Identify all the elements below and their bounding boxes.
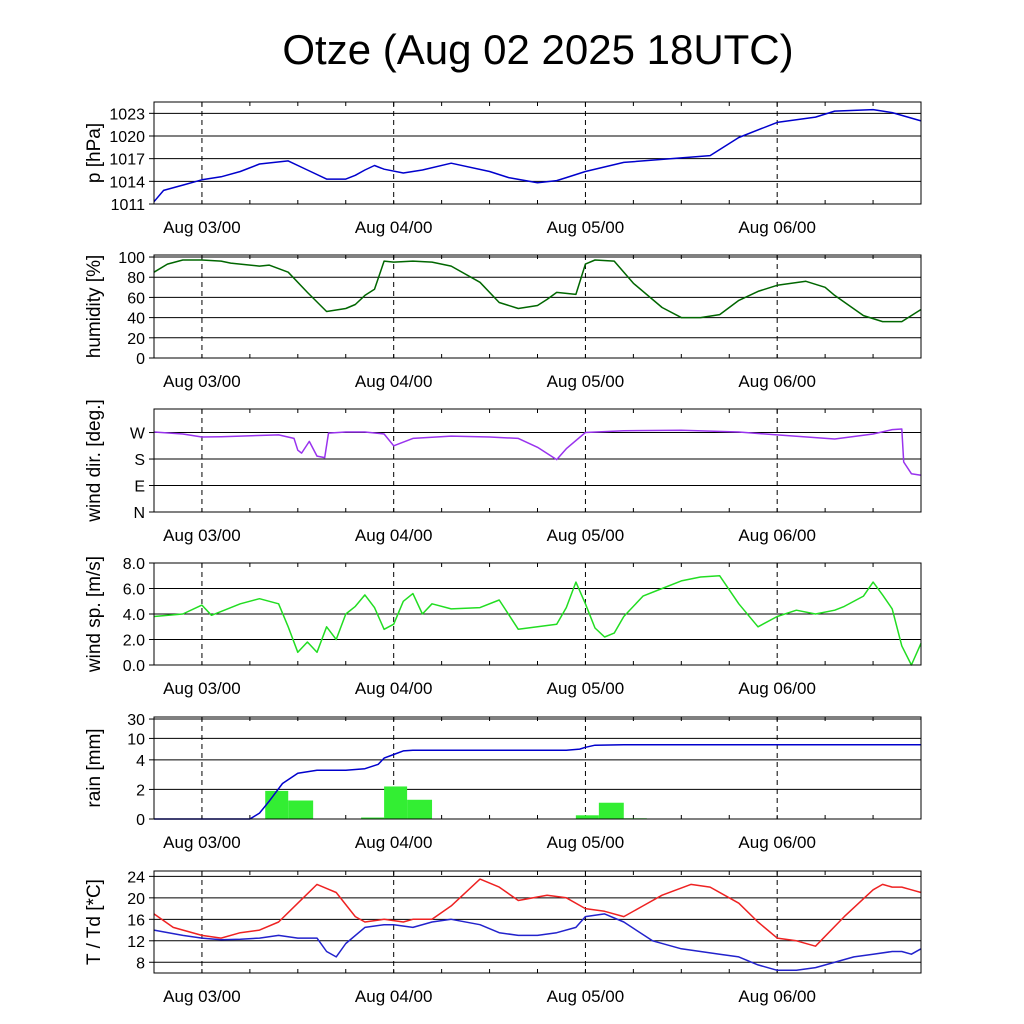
y-tick-label: 4: [136, 753, 145, 770]
x-tick-label: Aug 06/00: [738, 218, 816, 237]
panel-4: 0.0 2.0 4.0 6.0 8.0 wind sp. [m/s] Aug 03/00 Au…: [84, 556, 922, 698]
rain-bar: [407, 799, 433, 819]
x-tick-label: Aug 06/00: [738, 987, 816, 1006]
y-tick-label: 6.0: [123, 582, 145, 599]
y-tick-label: 16: [127, 912, 145, 929]
y-tick-label: 20: [127, 331, 145, 348]
plot-frame: [153, 101, 922, 205]
rain-bar: [288, 800, 314, 819]
x-tick-label: Aug 03/00: [163, 218, 241, 237]
chart-title: Otze (Aug 02 2025 18UTC): [282, 26, 794, 73]
y-tick-label: 8.0: [123, 556, 145, 573]
y-tick-label: 80: [127, 270, 145, 287]
y-tick-label: 100: [118, 250, 145, 267]
y-axis-label: p [hPa]: [84, 123, 105, 183]
rain-bar: [384, 786, 408, 819]
x-tick-label: Aug 05/00: [547, 372, 625, 391]
x-tick-label: Aug 04/00: [355, 218, 433, 237]
x-tick-label: Aug 03/00: [163, 833, 241, 852]
y-tick-label: 20: [127, 891, 145, 908]
x-tick-label: Aug 06/00: [738, 679, 816, 698]
y-tick-label: S: [134, 452, 145, 469]
y-tick-label: 1023: [109, 106, 145, 123]
rain-bar: [361, 817, 385, 819]
rain-bar: [575, 815, 599, 819]
panel-6: 8 12 16 20 24 T / Td [*C] Aug 03/00 Aug 04/00 Au…: [84, 869, 922, 1006]
x-tick-label: Aug 06/00: [738, 833, 816, 852]
x-tick-label: Aug 03/00: [163, 372, 241, 391]
y-tick-label: 1014: [109, 174, 145, 191]
series-line: [153, 878, 922, 947]
series-line: [153, 913, 922, 972]
y-tick-label: 0: [136, 351, 145, 368]
y-tick-label: 4.0: [123, 607, 145, 624]
y-tick-label: 8: [136, 955, 145, 972]
y-axis-label: T / Td [*C]: [84, 879, 105, 965]
x-tick-label: Aug 05/00: [547, 987, 625, 1006]
y-tick-label: 2: [136, 782, 145, 799]
y-tick-label: E: [134, 479, 145, 496]
series-line: [153, 259, 922, 323]
y-tick-label: 2.0: [123, 633, 145, 650]
y-tick-label: 1017: [109, 152, 145, 169]
y-axis-label: humidity [%]: [84, 255, 105, 358]
y-tick-label: 40: [127, 311, 145, 328]
x-tick-label: Aug 05/00: [547, 218, 625, 237]
x-tick-label: Aug 03/00: [163, 526, 241, 545]
x-tick-label: Aug 04/00: [355, 526, 433, 545]
y-tick-label: 60: [127, 290, 145, 307]
plot-frame: [153, 254, 922, 359]
x-tick-label: Aug 05/00: [547, 679, 625, 698]
y-axis-label: wind dir. [deg.]: [84, 399, 105, 523]
x-tick-label: Aug 03/00: [163, 679, 241, 698]
plot-frame: [153, 870, 922, 974]
x-tick-label: Aug 05/00: [547, 526, 625, 545]
x-tick-label: Aug 04/00: [355, 679, 433, 698]
rain-bar: [265, 790, 289, 819]
y-axis-label: wind sp. [m/s]: [84, 556, 105, 673]
y-tick-label: 10: [127, 731, 145, 748]
x-tick-label: Aug 04/00: [355, 372, 433, 391]
series-line: [154, 744, 921, 820]
y-tick-label: 1020: [109, 129, 145, 146]
y-tick-label: W: [130, 426, 146, 443]
y-tick-label: N: [133, 505, 145, 522]
x-tick-label: Aug 04/00: [355, 987, 433, 1006]
panel-2: 0 20 40 60 80 100 humidity [%] Aug 03/00 Aug 04/…: [84, 250, 922, 391]
series-line: [153, 428, 922, 476]
series-line: [153, 575, 922, 666]
y-tick-label: 0: [136, 812, 145, 829]
y-axis-label: rain [mm]: [84, 728, 105, 807]
rain-bar: [598, 802, 624, 819]
x-tick-label: Aug 04/00: [355, 833, 433, 852]
x-tick-label: Aug 06/00: [738, 372, 816, 391]
y-tick-label: 0.0: [123, 658, 145, 675]
plot-frame: [153, 716, 922, 820]
y-tick-label: 1011: [111, 197, 146, 214]
y-tick-label: 30: [127, 712, 145, 729]
y-tick-label: 24: [127, 869, 145, 886]
panel-5: 0 2 4 10 30 rain [mm] Aug 03/00 Aug 04/00 Aug 05…: [84, 712, 922, 852]
x-tick-label: Aug 06/00: [738, 526, 816, 545]
x-tick-label: Aug 03/00: [163, 987, 241, 1006]
series-line: [153, 108, 922, 203]
x-tick-label: Aug 05/00: [547, 833, 625, 852]
y-tick-label: 12: [127, 934, 145, 951]
plot-frame: [153, 408, 922, 513]
plot-frame: [153, 562, 922, 666]
